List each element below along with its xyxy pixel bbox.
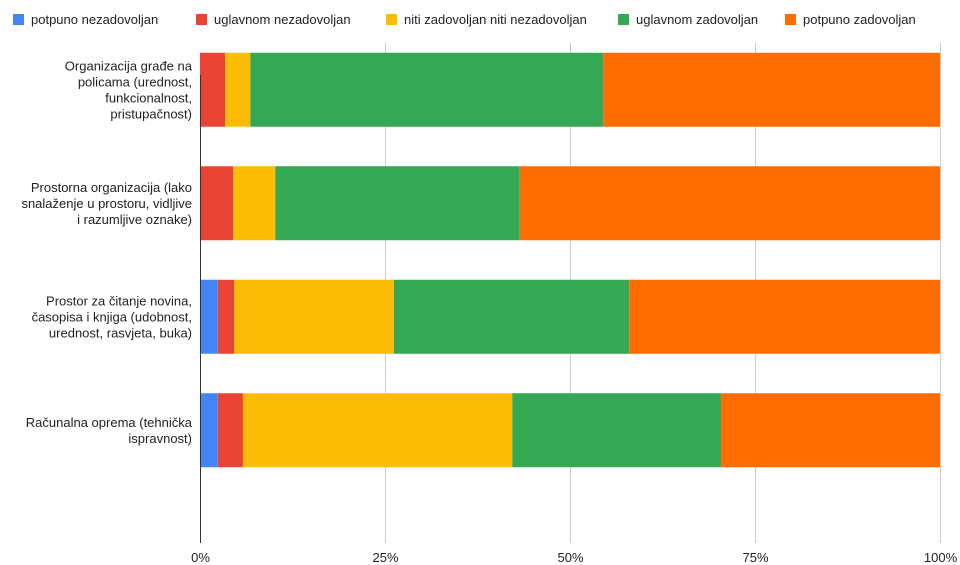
legend-item: potpuno nezadovoljan bbox=[13, 12, 158, 27]
bar-segment bbox=[233, 166, 276, 241]
x-tick-label: 75% bbox=[742, 550, 768, 565]
bar-segment bbox=[512, 393, 721, 468]
bar-segment bbox=[225, 52, 251, 127]
x-tick-label: 0% bbox=[191, 550, 210, 565]
x-tick-label: 100% bbox=[924, 550, 958, 565]
legend-swatch bbox=[196, 14, 207, 25]
category-label: Prostorna organizacija (lako snalaženje u… bbox=[21, 180, 192, 227]
bar-segment bbox=[200, 279, 218, 354]
category-label: Prostor za čitanje novina, časopisa i knj… bbox=[32, 293, 192, 340]
bar-segment bbox=[629, 279, 940, 354]
legend-label: uglavnom zadovoljan bbox=[636, 12, 758, 27]
category-labels: Organizacija građe na policama (urednost,… bbox=[21, 58, 193, 446]
bars bbox=[200, 52, 940, 468]
legend-swatch bbox=[618, 14, 629, 25]
category-label: Računalna oprema (tehnička ispravnost) bbox=[26, 415, 193, 446]
legend-item: uglavnom zadovoljan bbox=[618, 12, 758, 27]
legend-label: potpuno nezadovoljan bbox=[31, 12, 158, 27]
x-tick-label: 50% bbox=[557, 550, 583, 565]
bar-segment bbox=[242, 393, 513, 468]
legend-label: uglavnom nezadovoljan bbox=[214, 12, 351, 27]
bar-segment bbox=[234, 279, 394, 354]
legend-label: potpuno zadovoljan bbox=[803, 12, 916, 27]
bar-segment bbox=[275, 166, 520, 241]
bar-segment bbox=[217, 393, 243, 468]
bar-segment bbox=[217, 279, 235, 354]
bar-segment bbox=[393, 279, 630, 354]
legend-swatch bbox=[785, 14, 796, 25]
category-label: Organizacija građe na policama (urednost,… bbox=[65, 58, 193, 121]
bar-segment bbox=[200, 393, 218, 468]
legend-label: niti zadovoljan niti nezadovoljan bbox=[404, 12, 587, 27]
x-axis-tick-labels: 0% 25% 50% 75% 100% bbox=[191, 550, 957, 565]
bar-segment bbox=[200, 52, 226, 127]
x-tick-label: 25% bbox=[372, 550, 398, 565]
legend-swatch bbox=[13, 14, 24, 25]
bar-segment bbox=[720, 393, 940, 468]
bar-segment bbox=[519, 166, 940, 241]
bar-segment bbox=[603, 52, 940, 127]
legend-item: potpuno zadovoljan bbox=[785, 12, 916, 27]
legend-swatch bbox=[386, 14, 397, 25]
legend: potpuno nezadovoljan uglavnom nezadovolja… bbox=[13, 12, 916, 27]
legend-item: uglavnom nezadovoljan bbox=[196, 12, 351, 27]
legend-item: niti zadovoljan niti nezadovoljan bbox=[386, 12, 587, 27]
bar-segment bbox=[200, 166, 234, 241]
bar-segment bbox=[250, 52, 604, 127]
